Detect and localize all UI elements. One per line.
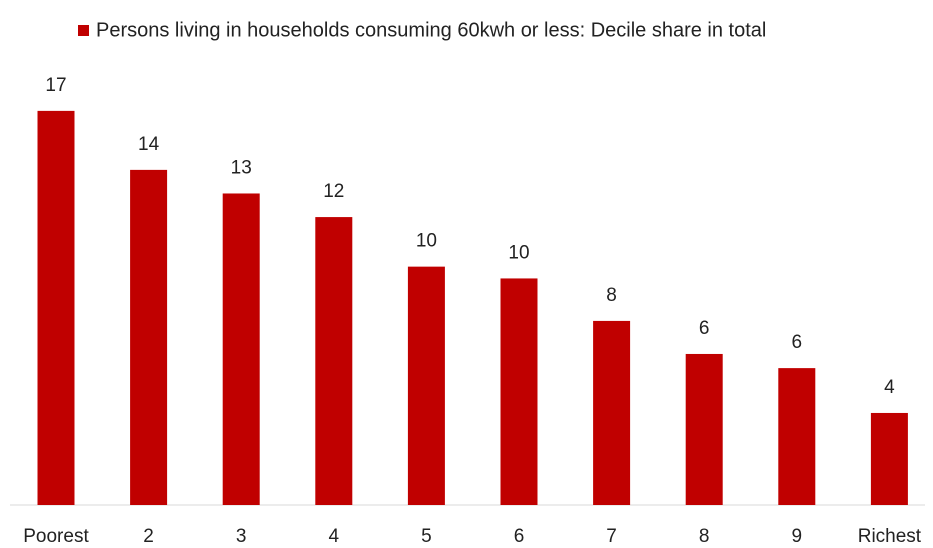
bar: [778, 368, 816, 505]
bar: [593, 320, 631, 505]
value-label: 4: [884, 377, 895, 398]
value-label: 10: [508, 242, 529, 263]
x-tick-label: Poorest: [23, 526, 89, 547]
legend-swatch: [78, 25, 89, 36]
x-tick-label: 5: [421, 526, 432, 547]
value-label: 14: [138, 134, 160, 155]
bar: [500, 278, 538, 505]
x-tick-label: 9: [792, 526, 803, 547]
bar: [130, 169, 168, 505]
bar: [315, 217, 353, 505]
x-tick-label: 2: [143, 526, 154, 547]
value-label: 6: [792, 332, 803, 353]
bar: [222, 193, 260, 506]
value-label: 10: [416, 231, 437, 252]
bar: [37, 110, 75, 505]
value-label: 13: [231, 157, 252, 178]
value-label: 8: [606, 285, 617, 306]
bar: [407, 266, 445, 505]
value-label: 17: [45, 75, 66, 96]
x-tick-label: 8: [699, 526, 710, 547]
bar: [870, 412, 908, 505]
legend-label: Persons living in households consuming 6…: [96, 19, 766, 41]
x-tick-label: 7: [606, 526, 617, 547]
x-tick-label: 4: [329, 526, 340, 547]
value-label: 6: [699, 318, 710, 339]
value-label: 12: [323, 181, 344, 202]
x-tick-label: 3: [236, 526, 247, 547]
bar: [685, 353, 723, 505]
x-tick-label: Richest: [858, 526, 922, 547]
x-tick-label: 6: [514, 526, 525, 547]
